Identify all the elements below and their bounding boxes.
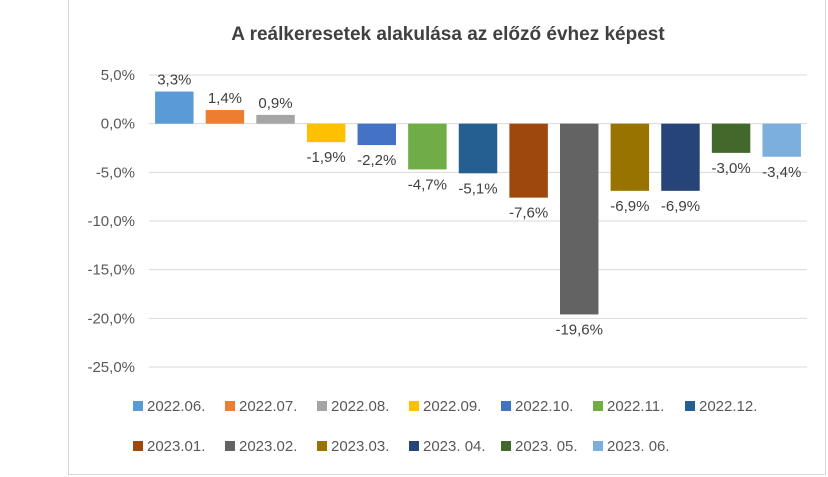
y-tick-label: -10,0% xyxy=(87,213,135,230)
legend-swatch xyxy=(501,401,511,411)
bar-202304 xyxy=(661,123,700,191)
data-label: -7,6% xyxy=(509,205,548,222)
legend-swatch xyxy=(225,441,235,451)
bar-202209 xyxy=(306,123,346,143)
bar-202301 xyxy=(509,123,548,198)
bar-202305 xyxy=(711,123,751,153)
legend-swatch xyxy=(593,441,603,451)
legend-label: 2022.11. xyxy=(607,398,664,415)
bar-202207 xyxy=(205,110,245,124)
legend-swatch xyxy=(317,441,327,451)
legend-label: 2022.08. xyxy=(331,398,389,415)
bar-202212 xyxy=(458,123,498,174)
y-tick-label: -5,0% xyxy=(96,164,135,181)
bar-202210 xyxy=(357,123,397,146)
data-label: -6,9% xyxy=(610,198,649,215)
data-label: -3,0% xyxy=(711,160,750,177)
data-label: -6,9% xyxy=(661,198,700,215)
legend-swatch xyxy=(133,441,143,451)
data-label: 3,3% xyxy=(157,72,191,89)
legend-label: 2023.01. xyxy=(147,438,205,455)
legend-label: 2022.07. xyxy=(239,398,297,415)
legend-label: 2023. 05. xyxy=(515,438,578,455)
y-tick-label: 5,0% xyxy=(101,67,135,84)
data-label: -2,2% xyxy=(357,152,396,169)
legend-swatch xyxy=(409,441,419,451)
legend-swatch xyxy=(133,401,143,411)
legend-label: 2023. 06. xyxy=(607,438,670,455)
y-tick-label: -25,0% xyxy=(87,359,135,376)
data-label: 0,9% xyxy=(258,95,292,112)
legend-swatch xyxy=(501,441,511,451)
bar-202208 xyxy=(256,114,295,124)
legend-label: 2022.12. xyxy=(699,398,757,415)
legend-swatch xyxy=(685,401,695,411)
bar-202306 xyxy=(762,123,801,157)
legend-label: 2022.09. xyxy=(423,398,481,415)
bar-202303 xyxy=(610,123,650,191)
legend-swatch xyxy=(317,401,327,411)
chart-frame: A reálkeresetek alakulása az előző évhez… xyxy=(68,0,826,475)
data-label: -4,7% xyxy=(408,176,447,193)
data-label: -3,4% xyxy=(762,164,801,181)
legend-swatch xyxy=(593,401,603,411)
bar-202302 xyxy=(559,123,599,315)
legend-label: 2022.06. xyxy=(147,398,205,415)
chart-svg: A reálkeresetek alakulása az előző évhez… xyxy=(87,24,807,455)
bar-202206 xyxy=(155,91,194,124)
data-label: -1,9% xyxy=(307,149,346,166)
legend-label: 2023.03. xyxy=(331,438,389,455)
y-tick-label: 0,0% xyxy=(101,116,135,133)
legend-label: 2023. 04. xyxy=(423,438,486,455)
legend-swatch xyxy=(225,401,235,411)
y-tick-label: -20,0% xyxy=(87,310,135,327)
chart-title: A reálkeresetek alakulása az előző évhez… xyxy=(231,24,665,45)
data-label: -19,6% xyxy=(555,321,603,338)
bar-202211 xyxy=(408,123,447,170)
legend-label: 2023.02. xyxy=(239,438,297,455)
legend-swatch xyxy=(409,401,419,411)
y-tick-label: -15,0% xyxy=(87,262,135,279)
legend-label: 2022.10. xyxy=(515,398,573,415)
data-label: 1,4% xyxy=(208,90,242,107)
data-label: -5,1% xyxy=(458,180,497,197)
